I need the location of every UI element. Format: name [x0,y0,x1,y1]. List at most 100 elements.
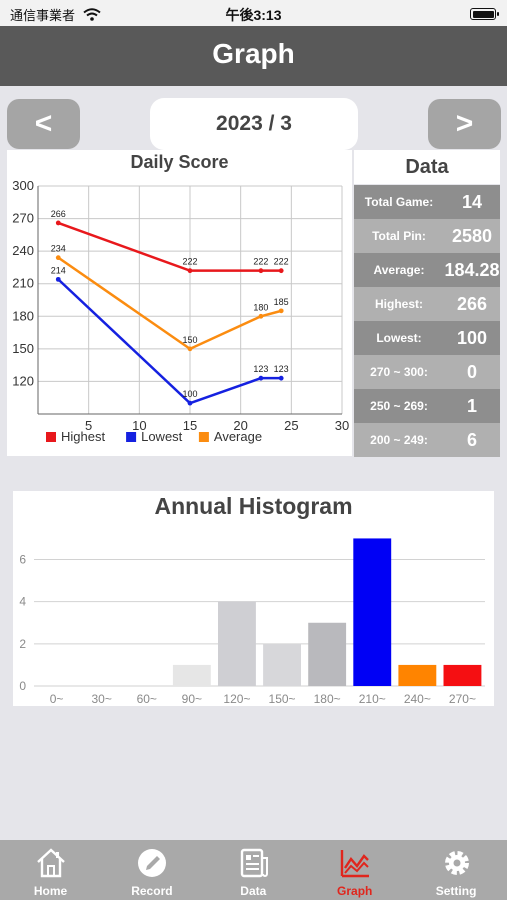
y-tick-label: 0 [19,679,26,693]
status-time: 午後3:13 [225,7,282,23]
tab-graph[interactable]: Graph [304,840,405,900]
data-row-value: 100 [456,328,488,348]
x-tick-label: 270~ [449,692,476,706]
average-data-point [187,346,193,352]
home-icon [37,848,65,878]
lowest-data-label: 214 [51,265,66,275]
daily-score-panel [7,150,352,456]
lowest-data-point [278,375,284,381]
lowest-data-point [187,400,193,406]
data-title: Data [405,156,449,178]
lowest-data-point [55,276,61,282]
y-tick-label: 4 [19,595,26,609]
highest-data-label: 222 [182,257,197,267]
x-tick-label: 25 [284,418,298,433]
average-data-label: 185 [274,297,289,307]
average-series-line [57,256,282,351]
tab-label: Home [33,884,68,898]
data-row: 200 ~ 249: 6 [354,423,500,457]
data-row-value: 6 [466,430,477,450]
x-tick-label: 90~ [182,692,202,706]
next-month-button[interactable]: > [428,99,501,149]
x-tick-label: 180~ [314,692,341,706]
lowest-data-label: 100 [182,389,197,399]
header-bar [0,26,507,86]
y-tick-label: 120 [12,373,34,388]
gear-icon [444,851,469,875]
lowest-series-line [57,278,282,405]
y-tick-label: 6 [19,553,26,567]
average-legend-swatch [198,432,209,442]
histogram-bar [353,538,392,686]
highest-data-point [187,268,193,274]
x-tick-label: 210~ [359,692,386,706]
y-tick-label: 150 [12,341,34,356]
x-tick-label: 10 [132,418,146,433]
lowest-data-label: 123 [253,364,268,374]
data-row-label: Total Pin: [372,229,426,243]
x-tick-label: 240~ [404,692,431,706]
highest-data-label: 222 [253,257,268,267]
histogram-bar [172,664,211,686]
tab-data[interactable]: Data [203,840,304,900]
lowest-data-label: 123 [274,364,289,374]
histogram-bar [218,601,256,686]
average-data-point [278,308,284,314]
data-row-value: 1 [466,396,477,416]
highest-data-point [258,268,264,274]
average-data-label: 150 [182,335,197,345]
pencil-icon [138,849,167,877]
data-row-label: 270 ~ 300: [370,365,428,379]
highest-data-point [278,268,284,274]
x-tick-label: 120~ [223,692,250,706]
data-row-value: 2580 [451,226,493,246]
histogram-bar [443,664,482,686]
highest-data-label: 266 [51,209,66,219]
wifi-icon [83,8,101,21]
x-tick-label: 30 [335,418,349,433]
histogram-bar [263,643,301,686]
data-row: 270 ~ 300: 0 [354,355,500,389]
average-data-label: 180 [253,302,268,312]
x-tick-label: 15 [183,418,197,433]
x-tick-label: 20 [233,418,247,433]
data-row: 250 ~ 269: 1 [354,389,500,423]
highest-data-label: 222 [274,257,289,267]
average-data-point [55,255,61,261]
data-row-label: 200 ~ 249: [370,433,428,447]
battery-icon [470,8,499,20]
average-legend-label: Average [214,429,262,444]
tab-label: Data [240,884,267,898]
y-tick-label: 240 [12,243,34,258]
data-row: Average: 184.28 [354,253,500,287]
highest-legend-swatch [46,432,56,442]
tab-setting[interactable]: Setting [406,840,507,900]
histogram-bar [398,664,437,686]
data-row: Lowest: 100 [354,321,500,355]
data-row-label: Average: [373,263,425,277]
data-row-value: 14 [461,192,483,212]
histogram-bar [308,622,347,686]
tab-label: Setting [435,884,477,898]
page-title: Graph [212,38,295,69]
y-tick-label: 300 [12,178,34,193]
daily-score-chart: 5 10 15 20 25 30 120 150 180 210 240 270 300 266 222 22… [12,178,349,444]
carrier-name: 通信事業者 [10,8,76,23]
data-row-label: 250 ~ 269: [370,399,428,413]
tab-label: Record [131,884,173,898]
data-row-value: 0 [466,362,477,382]
y-tick-label: 270 [12,211,34,226]
data-row-label: Highest: [375,297,423,311]
tab-record[interactable]: Record [101,840,202,900]
highest-series-line [57,221,282,272]
data-row: Highest: 266 [354,287,500,321]
tab-home[interactable]: Home [0,840,101,900]
previous-month-button[interactable]: < [7,99,80,149]
lowest-legend-label: Lowest [141,429,183,444]
y-tick-label: 2 [19,637,26,651]
data-title-box [354,150,500,184]
document-icon [240,848,268,878]
lowest-data-point [258,375,264,381]
tab-label: Graph [337,884,373,898]
x-tick-label: 30~ [91,692,111,706]
